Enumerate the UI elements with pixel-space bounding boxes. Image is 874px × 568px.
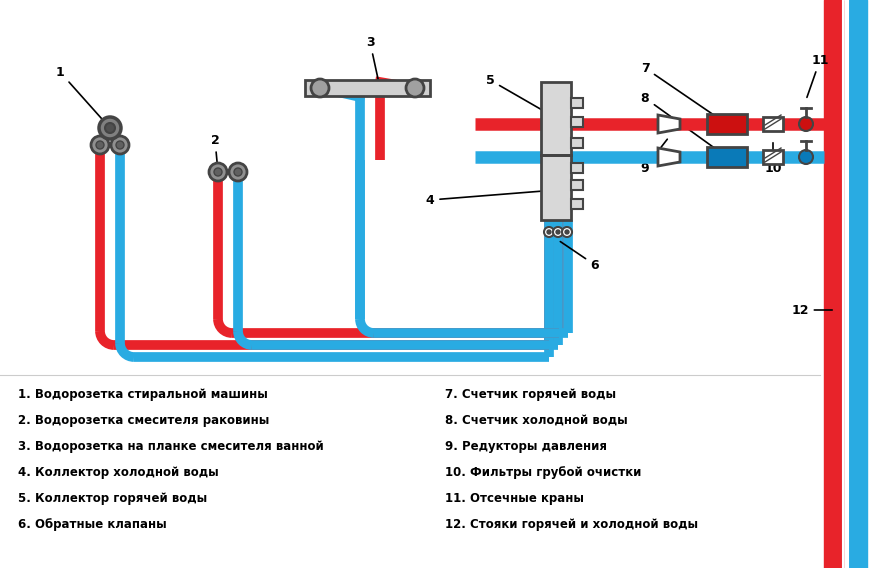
Circle shape <box>96 141 104 149</box>
Bar <box>571 138 583 148</box>
Text: 10: 10 <box>764 143 781 174</box>
Bar <box>571 163 583 173</box>
Text: 5. Коллектор горячей воды: 5. Коллектор горячей воды <box>18 492 207 505</box>
Text: 2: 2 <box>211 133 219 169</box>
Circle shape <box>229 163 247 181</box>
Text: 12: 12 <box>791 303 832 316</box>
Bar <box>571 98 583 108</box>
Circle shape <box>556 230 560 234</box>
Text: 9: 9 <box>641 139 668 174</box>
Circle shape <box>111 136 129 154</box>
Text: 4: 4 <box>426 190 553 207</box>
Bar <box>763 150 783 164</box>
Text: 6: 6 <box>560 241 600 272</box>
Polygon shape <box>658 115 680 133</box>
Circle shape <box>553 227 563 237</box>
Text: 8: 8 <box>641 91 725 156</box>
Circle shape <box>105 123 115 133</box>
Circle shape <box>91 136 109 154</box>
Circle shape <box>547 230 551 234</box>
Circle shape <box>544 227 554 237</box>
Bar <box>707 147 747 167</box>
Text: 7. Счетчик горячей воды: 7. Счетчик горячей воды <box>445 388 616 401</box>
Text: 9. Редукторы давления: 9. Редукторы давления <box>445 440 607 453</box>
Bar <box>541 155 571 220</box>
Circle shape <box>234 168 242 176</box>
Text: 5: 5 <box>486 73 553 116</box>
Circle shape <box>799 117 813 131</box>
Circle shape <box>799 150 813 164</box>
Circle shape <box>562 227 572 237</box>
Text: 1: 1 <box>56 65 108 126</box>
Text: 4. Коллектор холодной воды: 4. Коллектор холодной воды <box>18 466 219 479</box>
Text: 10. Фильтры грубой очистки: 10. Фильтры грубой очистки <box>445 466 642 479</box>
Bar <box>571 199 583 209</box>
Text: 12. Стояки горячей и холодной воды: 12. Стояки горячей и холодной воды <box>445 518 698 531</box>
Polygon shape <box>658 148 680 166</box>
Bar <box>571 117 583 127</box>
Bar <box>763 117 783 131</box>
Text: 3. Водорозетка на планке смесителя ванной: 3. Водорозетка на планке смесителя ванно… <box>18 440 323 453</box>
Bar <box>305 80 430 96</box>
Circle shape <box>406 79 424 97</box>
Circle shape <box>565 230 569 234</box>
Text: 1. Водорозетка стиральной машины: 1. Водорозетка стиральной машины <box>18 388 267 401</box>
Circle shape <box>99 117 121 139</box>
Bar <box>707 114 747 134</box>
Circle shape <box>214 168 222 176</box>
Text: 11. Отсечные краны: 11. Отсечные краны <box>445 492 584 505</box>
Bar <box>571 180 583 190</box>
Circle shape <box>209 163 227 181</box>
Text: 7: 7 <box>641 61 725 123</box>
Bar <box>541 82 571 155</box>
Text: 11: 11 <box>807 53 829 97</box>
Text: 2. Водорозетка смесителя раковины: 2. Водорозетка смесителя раковины <box>18 414 269 427</box>
Text: 6. Обратные клапаны: 6. Обратные клапаны <box>18 518 167 531</box>
Circle shape <box>116 141 124 149</box>
Text: 8. Счетчик холодной воды: 8. Счетчик холодной воды <box>445 414 628 427</box>
Circle shape <box>311 79 329 97</box>
Text: 3: 3 <box>365 36 379 85</box>
